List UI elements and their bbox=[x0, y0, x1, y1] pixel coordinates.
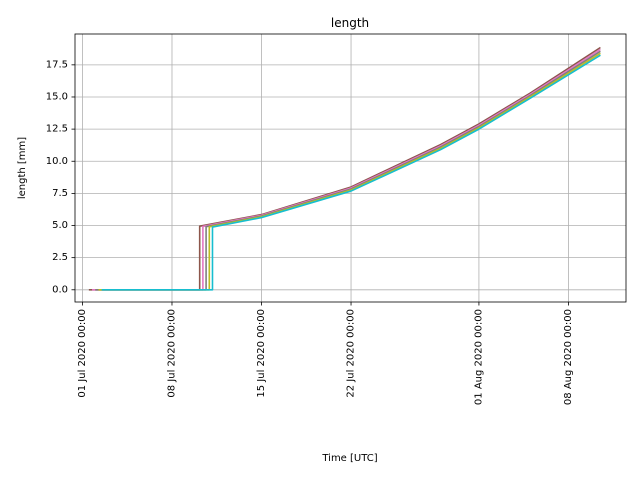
chart-title: length bbox=[331, 16, 369, 30]
grid bbox=[75, 34, 626, 302]
series-line bbox=[98, 52, 601, 291]
ticks: 01 Jul 2020 00:00 08 Jul 2020 00:00 15 Jul… bbox=[46, 59, 574, 405]
y-tick-label: 10.0 bbox=[46, 156, 68, 167]
y-tick-label: 17.5 bbox=[46, 59, 68, 70]
x-tick-label: 08 Jul 2020 00:00 bbox=[166, 309, 177, 398]
y-axis-label: length [mm] bbox=[17, 137, 28, 199]
series-line bbox=[101, 54, 601, 291]
series-line bbox=[95, 50, 601, 291]
y-tick-label: 2.5 bbox=[52, 252, 68, 263]
y-tick-label: 12.5 bbox=[46, 124, 68, 135]
x-tick-label: 01 Aug 2020 00:00 bbox=[473, 309, 484, 405]
plot-frame bbox=[74, 33, 627, 303]
series-line bbox=[92, 48, 601, 291]
x-tick-label: 15 Jul 2020 00:00 bbox=[256, 309, 267, 398]
y-tick-label: 5.0 bbox=[52, 220, 68, 231]
y-tick-label: 0.0 bbox=[52, 284, 68, 295]
y-tick-label: 7.5 bbox=[52, 188, 68, 199]
series-group bbox=[88, 46, 601, 291]
x-tick-label: 22 Jul 2020 00:00 bbox=[346, 309, 357, 398]
x-axis-label: Time [UTC] bbox=[321, 453, 377, 464]
series-line bbox=[88, 46, 601, 291]
y-tick-label: 15.0 bbox=[46, 91, 68, 102]
x-tick-label: 08 Aug 2020 00:00 bbox=[563, 309, 574, 405]
x-tick-label: 01 Jul 2020 00:00 bbox=[77, 309, 88, 398]
